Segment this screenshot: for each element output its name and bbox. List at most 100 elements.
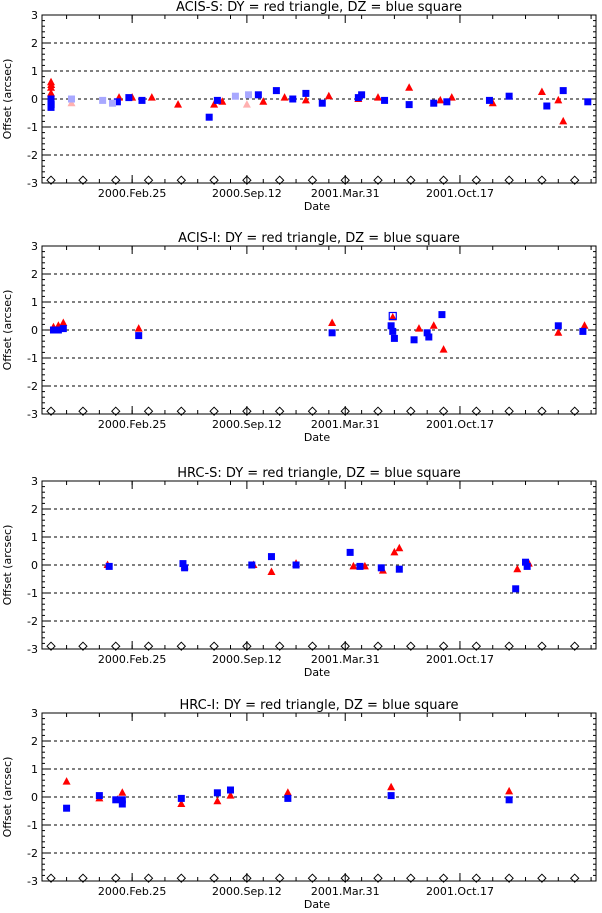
- reference-diamond-marker: [307, 873, 318, 883]
- y-tick-label: 1: [31, 531, 38, 544]
- y-tick-label: 0: [31, 324, 38, 337]
- reference-diamond-marker: [537, 175, 547, 185]
- dy-triangle-marker: [414, 324, 423, 332]
- dz-square-marker: [318, 99, 326, 107]
- y-axis-label: Offset (arcsec): [1, 290, 14, 371]
- reference-diamond-marker: [504, 641, 514, 651]
- y-tick-label: 1: [31, 65, 38, 78]
- x-tick-label: 2001.Oct.17: [426, 187, 494, 200]
- y-tick-label: 1: [31, 296, 38, 309]
- plot-frame: [41, 480, 597, 650]
- reference-diamond-marker: [406, 406, 416, 416]
- reference-diamond-marker: [78, 641, 88, 651]
- x-tick-label: 2001.Mar.31: [311, 885, 380, 898]
- dz-square-marker: [181, 564, 189, 572]
- dz-square-marker: [443, 98, 451, 106]
- dy-triangle-marker: [259, 97, 268, 105]
- reference-diamond-marker: [274, 873, 285, 883]
- reference-diamond-marker: [242, 873, 252, 883]
- x-axis-label: Date: [304, 431, 331, 444]
- dy-triangle-marker: [213, 796, 222, 805]
- x-tick-label: 2000.Sep.12: [212, 885, 282, 898]
- dy-triangle-marker: [439, 345, 448, 353]
- dy-triangle-marker: [349, 561, 358, 570]
- dy-triangle-marker: [177, 799, 186, 807]
- y-axis-label: Offset (arcsec): [1, 59, 14, 140]
- reference-diamond-marker: [111, 641, 121, 651]
- reference-diamond-marker: [209, 406, 219, 416]
- reference-diamond-marker: [537, 641, 547, 651]
- reference-diamond-marker: [111, 175, 121, 185]
- dy-triangle-marker: [280, 93, 289, 101]
- reference-diamond-marker: [340, 175, 350, 185]
- dy-triangle-marker: [436, 95, 445, 104]
- reference-diamond-marker: [569, 641, 580, 651]
- plot-frame: [41, 245, 597, 415]
- y-tick-label: 2: [31, 37, 38, 50]
- reference-diamond-marker: [46, 406, 56, 416]
- y-tick-label: -3: [27, 875, 38, 888]
- reference-diamond-marker: [307, 406, 318, 416]
- dz-square-marker: [179, 560, 187, 568]
- dz-square-marker: [47, 101, 55, 109]
- dz-open-square-marker: [388, 311, 397, 321]
- reference-diamond-marker: [307, 175, 318, 185]
- dz-square-marker: [405, 101, 413, 109]
- y-tick-label: 0: [31, 791, 38, 804]
- dy-triangle-marker: [505, 786, 514, 795]
- dy-triangle-marker: [513, 564, 522, 573]
- dy-triangle-marker: [554, 95, 563, 104]
- dz-square-marker: [118, 796, 126, 804]
- dz-square-marker: [512, 585, 520, 593]
- dz-square-marker: [438, 311, 446, 319]
- reference-diamond-marker: [569, 873, 580, 883]
- dy-triangle-marker: [59, 318, 68, 326]
- dz-square-marker: [423, 329, 431, 337]
- reference-diamond-marker: [111, 406, 121, 416]
- dy-triangle-marker: [283, 788, 292, 796]
- reference-diamond-marker: [340, 641, 350, 651]
- x-tick-label: 2001.Oct.17: [426, 653, 494, 666]
- panel-title: HRC-S: DY = red triangle, DZ = blue squa…: [177, 466, 461, 481]
- dy-triangle-marker: [374, 93, 383, 101]
- y-tick-label: -2: [27, 847, 38, 860]
- dz-square-marker: [231, 92, 239, 100]
- reference-diamond-marker: [143, 406, 154, 416]
- reference-diamond-marker: [111, 873, 121, 883]
- dz-square-marker: [118, 800, 126, 808]
- dz-square-marker: [302, 89, 310, 97]
- reference-diamond-marker: [242, 641, 252, 651]
- dz-square-marker: [377, 564, 385, 572]
- dz-square-marker: [425, 333, 433, 341]
- dz-square-marker: [267, 553, 275, 561]
- plot-frame: [41, 712, 597, 882]
- reference-diamond-marker: [471, 641, 482, 651]
- dz-square-marker: [248, 561, 256, 569]
- dz-square-marker: [108, 99, 116, 107]
- y-tick-label: 2: [31, 503, 38, 516]
- dz-square-marker: [113, 98, 121, 106]
- y-tick-label: -2: [27, 149, 38, 162]
- dz-square-marker: [95, 792, 103, 800]
- dz-square-marker: [579, 327, 587, 335]
- y-tick-label: -3: [27, 177, 38, 190]
- x-tick-label: 2000.Sep.12: [212, 418, 282, 431]
- dy-triangle-marker: [301, 95, 310, 104]
- x-tick-label: 2000.Feb.25: [98, 653, 166, 666]
- dy-triangle-marker: [118, 788, 127, 796]
- reference-diamond-marker: [46, 175, 56, 185]
- reference-diamond-marker: [143, 873, 154, 883]
- dz-square-marker: [346, 548, 354, 556]
- dy-triangle-marker: [580, 321, 589, 329]
- dz-square-marker: [356, 562, 364, 570]
- panel-title: HRC-I: DY = red triangle, DZ = blue squa…: [179, 698, 458, 713]
- dz-square-marker: [99, 96, 107, 104]
- y-tick-label: -2: [27, 615, 38, 628]
- dz-square-marker: [138, 96, 146, 104]
- reference-diamond-marker: [406, 175, 416, 185]
- x-tick-label: 2001.Mar.31: [311, 418, 380, 431]
- dz-square-marker: [68, 95, 76, 103]
- y-axis-label: Offset (arcsec): [1, 525, 14, 606]
